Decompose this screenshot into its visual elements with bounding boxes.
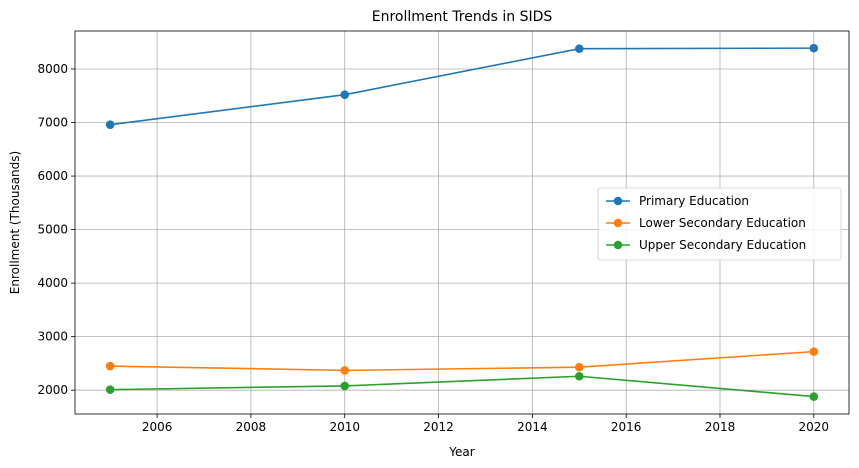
data-point — [340, 90, 350, 99]
y-tick-label: 7000 — [37, 116, 68, 130]
data-point — [809, 43, 819, 53]
legend-label: Primary Education — [639, 194, 749, 208]
legend: Primary Education Lower Secondary Educati… — [597, 187, 842, 261]
y-tick-label: 2000 — [37, 383, 68, 397]
data-point — [105, 385, 115, 394]
legend-marker — [613, 240, 623, 250]
chart-title: Enrollment Trends in SIDS — [372, 9, 553, 25]
legend-box — [597, 187, 842, 261]
x-axis-label: Year — [448, 445, 474, 459]
data-point — [574, 371, 584, 381]
data-point — [809, 392, 819, 401]
series-2 — [105, 371, 819, 401]
series-lines — [105, 43, 819, 401]
x-tick-label: 2020 — [799, 420, 830, 434]
series-1 — [105, 347, 819, 375]
legend-label: Lower Secondary Education — [639, 216, 806, 230]
legend-marker — [613, 196, 623, 206]
x-tick-label: 2012 — [423, 420, 454, 434]
series-line — [110, 350, 814, 372]
y-axis-ticks: 2000 3000 4000 5000 6000 7000 8000 — [37, 62, 75, 397]
series-0 — [105, 43, 819, 129]
data-point — [105, 120, 115, 129]
y-tick-label: 4000 — [37, 276, 68, 290]
y-tick-label: 6000 — [37, 169, 68, 183]
y-tick-label: 5000 — [37, 223, 68, 237]
legend-item: Primary Education — [606, 194, 749, 208]
axes-frame — [74, 30, 850, 415]
x-tick-label: 2014 — [517, 420, 548, 434]
legend-item: Upper Secondary Education — [606, 238, 806, 252]
data-point — [574, 44, 584, 53]
x-tick-label: 2010 — [329, 420, 360, 434]
y-tick-label: 8000 — [37, 62, 68, 76]
y-axis-label: Enrollment (Thousands) — [8, 151, 22, 294]
x-tick-label: 2006 — [142, 420, 173, 434]
x-tick-label: 2008 — [236, 420, 267, 434]
data-point — [809, 347, 819, 356]
legend-marker — [613, 218, 623, 228]
data-point — [105, 361, 115, 371]
data-point — [340, 381, 350, 391]
x-tick-label: 2016 — [611, 420, 642, 434]
y-tick-label: 3000 — [37, 330, 68, 344]
data-point — [340, 366, 350, 375]
x-axis-ticks: 2006 2008 2010 2012 2014 2016 2018 2020 — [142, 414, 829, 434]
x-tick-label: 2018 — [705, 420, 736, 434]
legend-item: Lower Secondary Education — [606, 216, 806, 230]
series-line — [110, 47, 814, 126]
legend-label: Upper Secondary Education — [639, 238, 806, 252]
data-point — [574, 362, 584, 372]
series-line — [110, 375, 814, 398]
